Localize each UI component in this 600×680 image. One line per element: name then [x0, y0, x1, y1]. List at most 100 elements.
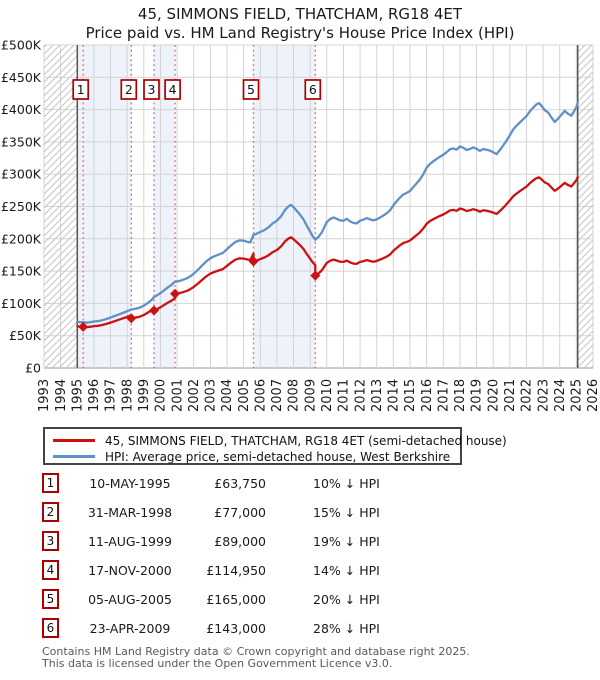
- sale-point-marker: [126, 313, 137, 324]
- no-data-hatch-line: [43, 188, 78, 223]
- x-tick-label: 2008: [287, 379, 302, 412]
- sale-number-label: 3: [148, 82, 156, 97]
- no-data-hatch-line: [43, 195, 78, 230]
- no-data-hatch-line: [43, 48, 78, 83]
- sale-price: £89,000: [214, 534, 266, 549]
- no-data-hatch-line: [577, 92, 594, 109]
- sale-number-box: [164, 79, 181, 100]
- hpi-line-swatch: [53, 455, 95, 458]
- no-data-hatch-line: [577, 71, 594, 88]
- no-data-hatch-line: [577, 253, 594, 270]
- no-data-hatch-line: [58, 349, 78, 369]
- no-data-hatch-line: [43, 216, 78, 251]
- no-data-hatch-line: [43, 181, 78, 216]
- y-tick-label: £300K: [1, 167, 42, 182]
- no-data-hatch-line: [577, 85, 594, 102]
- sale-number-label: 2: [125, 82, 133, 97]
- x-tick-label: 2012: [353, 379, 368, 412]
- legend-item-price: 45, SIMMONS FIELD, THATCHAM, RG18 4ET (s…: [45, 433, 507, 448]
- sale-date: 05-AUG-2005: [88, 592, 172, 607]
- no-data-hatch-line: [577, 148, 594, 165]
- no-data-hatch-line: [43, 314, 78, 349]
- no-data-hatch-line: [51, 342, 78, 369]
- x-tick-label: 1995: [71, 379, 86, 412]
- no-data-hatch-line: [577, 211, 594, 228]
- x-tick-label: 2009: [303, 379, 318, 412]
- no-data-hatch-line: [577, 44, 586, 53]
- no-data-hatch-line: [577, 176, 594, 193]
- table-row: 5 05-AUG-2005 £165,000 20% ↓ HPI: [40, 586, 480, 615]
- sale-number-box: 2: [42, 502, 59, 522]
- x-tick-label: 2025: [570, 379, 585, 412]
- y-tick-label: £100K: [1, 296, 42, 311]
- license-footer: Contains HM Land Registry data © Crown c…: [42, 646, 470, 669]
- no-data-hatch-line: [590, 365, 594, 369]
- no-data-hatch-line: [43, 223, 78, 258]
- sale-date: 23-APR-2009: [89, 621, 171, 636]
- no-data-hatch-line: [577, 309, 594, 326]
- x-tick-label: 2011: [337, 379, 352, 412]
- no-data-hatch-line: [577, 78, 594, 95]
- sale-date: 31-MAR-1998: [87, 505, 173, 520]
- sale-number-box: 1: [42, 473, 59, 493]
- sale-price: £63,750: [214, 476, 266, 491]
- no-data-hatch-line: [43, 167, 78, 202]
- no-data-hatch-line: [577, 204, 594, 221]
- sale-number-label: 5: [247, 82, 255, 97]
- x-tick-label: 2007: [270, 379, 285, 412]
- x-tick-label: 1996: [87, 379, 102, 412]
- no-data-hatch-line: [577, 302, 594, 319]
- no-data-hatch-line: [577, 162, 594, 179]
- no-data-hatch-line: [43, 55, 78, 90]
- sale-number-box: [120, 79, 138, 100]
- sale-hpi-diff: 19% ↓ HPI: [313, 534, 380, 549]
- no-data-hatch-line: [43, 132, 78, 167]
- no-data-hatch-line: [577, 344, 594, 361]
- no-data-hatch-line: [577, 134, 594, 151]
- no-data-hatch-line: [577, 120, 594, 137]
- no-data-hatch-line: [577, 295, 594, 312]
- sale-date: 11-AUG-1999: [88, 534, 172, 549]
- x-tick-label: 2005: [237, 379, 252, 412]
- y-tick-label: £200K: [1, 231, 42, 246]
- no-data-hatch-line: [43, 258, 78, 293]
- sale-price: £77,000: [214, 505, 266, 520]
- no-data-hatch-line: [43, 272, 78, 307]
- no-data-hatch-line: [43, 69, 78, 104]
- price-line: [76, 176, 579, 329]
- no-data-hatch-line: [577, 246, 594, 263]
- no-data-hatch-line: [43, 300, 78, 335]
- no-data-hatch-line: [43, 62, 78, 97]
- no-data-hatch-line: [577, 337, 594, 354]
- no-data-hatch-line: [577, 281, 594, 298]
- y-tick-label: £500K: [1, 38, 42, 53]
- no-data-hatch-line: [43, 139, 78, 174]
- no-data-hatch-line: [43, 202, 78, 237]
- sale-number-box: 6: [42, 618, 59, 638]
- no-data-hatch-line: [43, 118, 78, 153]
- no-data-hatch-line: [577, 190, 594, 207]
- y-tick-label: £50K: [9, 328, 42, 343]
- no-data-hatch-line: [43, 44, 75, 76]
- x-tick-label: 2016: [420, 379, 435, 412]
- x-tick-label: 1994: [54, 379, 69, 412]
- x-tick-label: 2001: [170, 379, 185, 412]
- x-tick-label: 1997: [104, 379, 119, 412]
- x-tick-label: 2014: [387, 379, 402, 412]
- no-data-hatch-line: [577, 267, 594, 284]
- x-tick-label: 1993: [37, 379, 52, 412]
- no-data-hatch-line: [577, 64, 594, 81]
- y-tick-label: £350K: [1, 134, 42, 149]
- x-tick-label: 1998: [120, 379, 135, 412]
- x-tick-label: 2026: [586, 379, 600, 412]
- no-data-hatch-line: [43, 293, 78, 328]
- page-title: 45, SIMMONS FIELD, THATCHAM, RG18 4ET: [137, 5, 463, 23]
- sale-hpi-diff: 15% ↓ HPI: [313, 505, 380, 520]
- sale-number-box: 3: [42, 531, 59, 551]
- sale-point-marker: [170, 288, 181, 299]
- no-data-hatch-line: [577, 113, 594, 130]
- x-tick-label: 2023: [536, 379, 551, 412]
- no-data-hatch-line: [43, 111, 78, 146]
- x-tick-label: 2010: [320, 379, 335, 412]
